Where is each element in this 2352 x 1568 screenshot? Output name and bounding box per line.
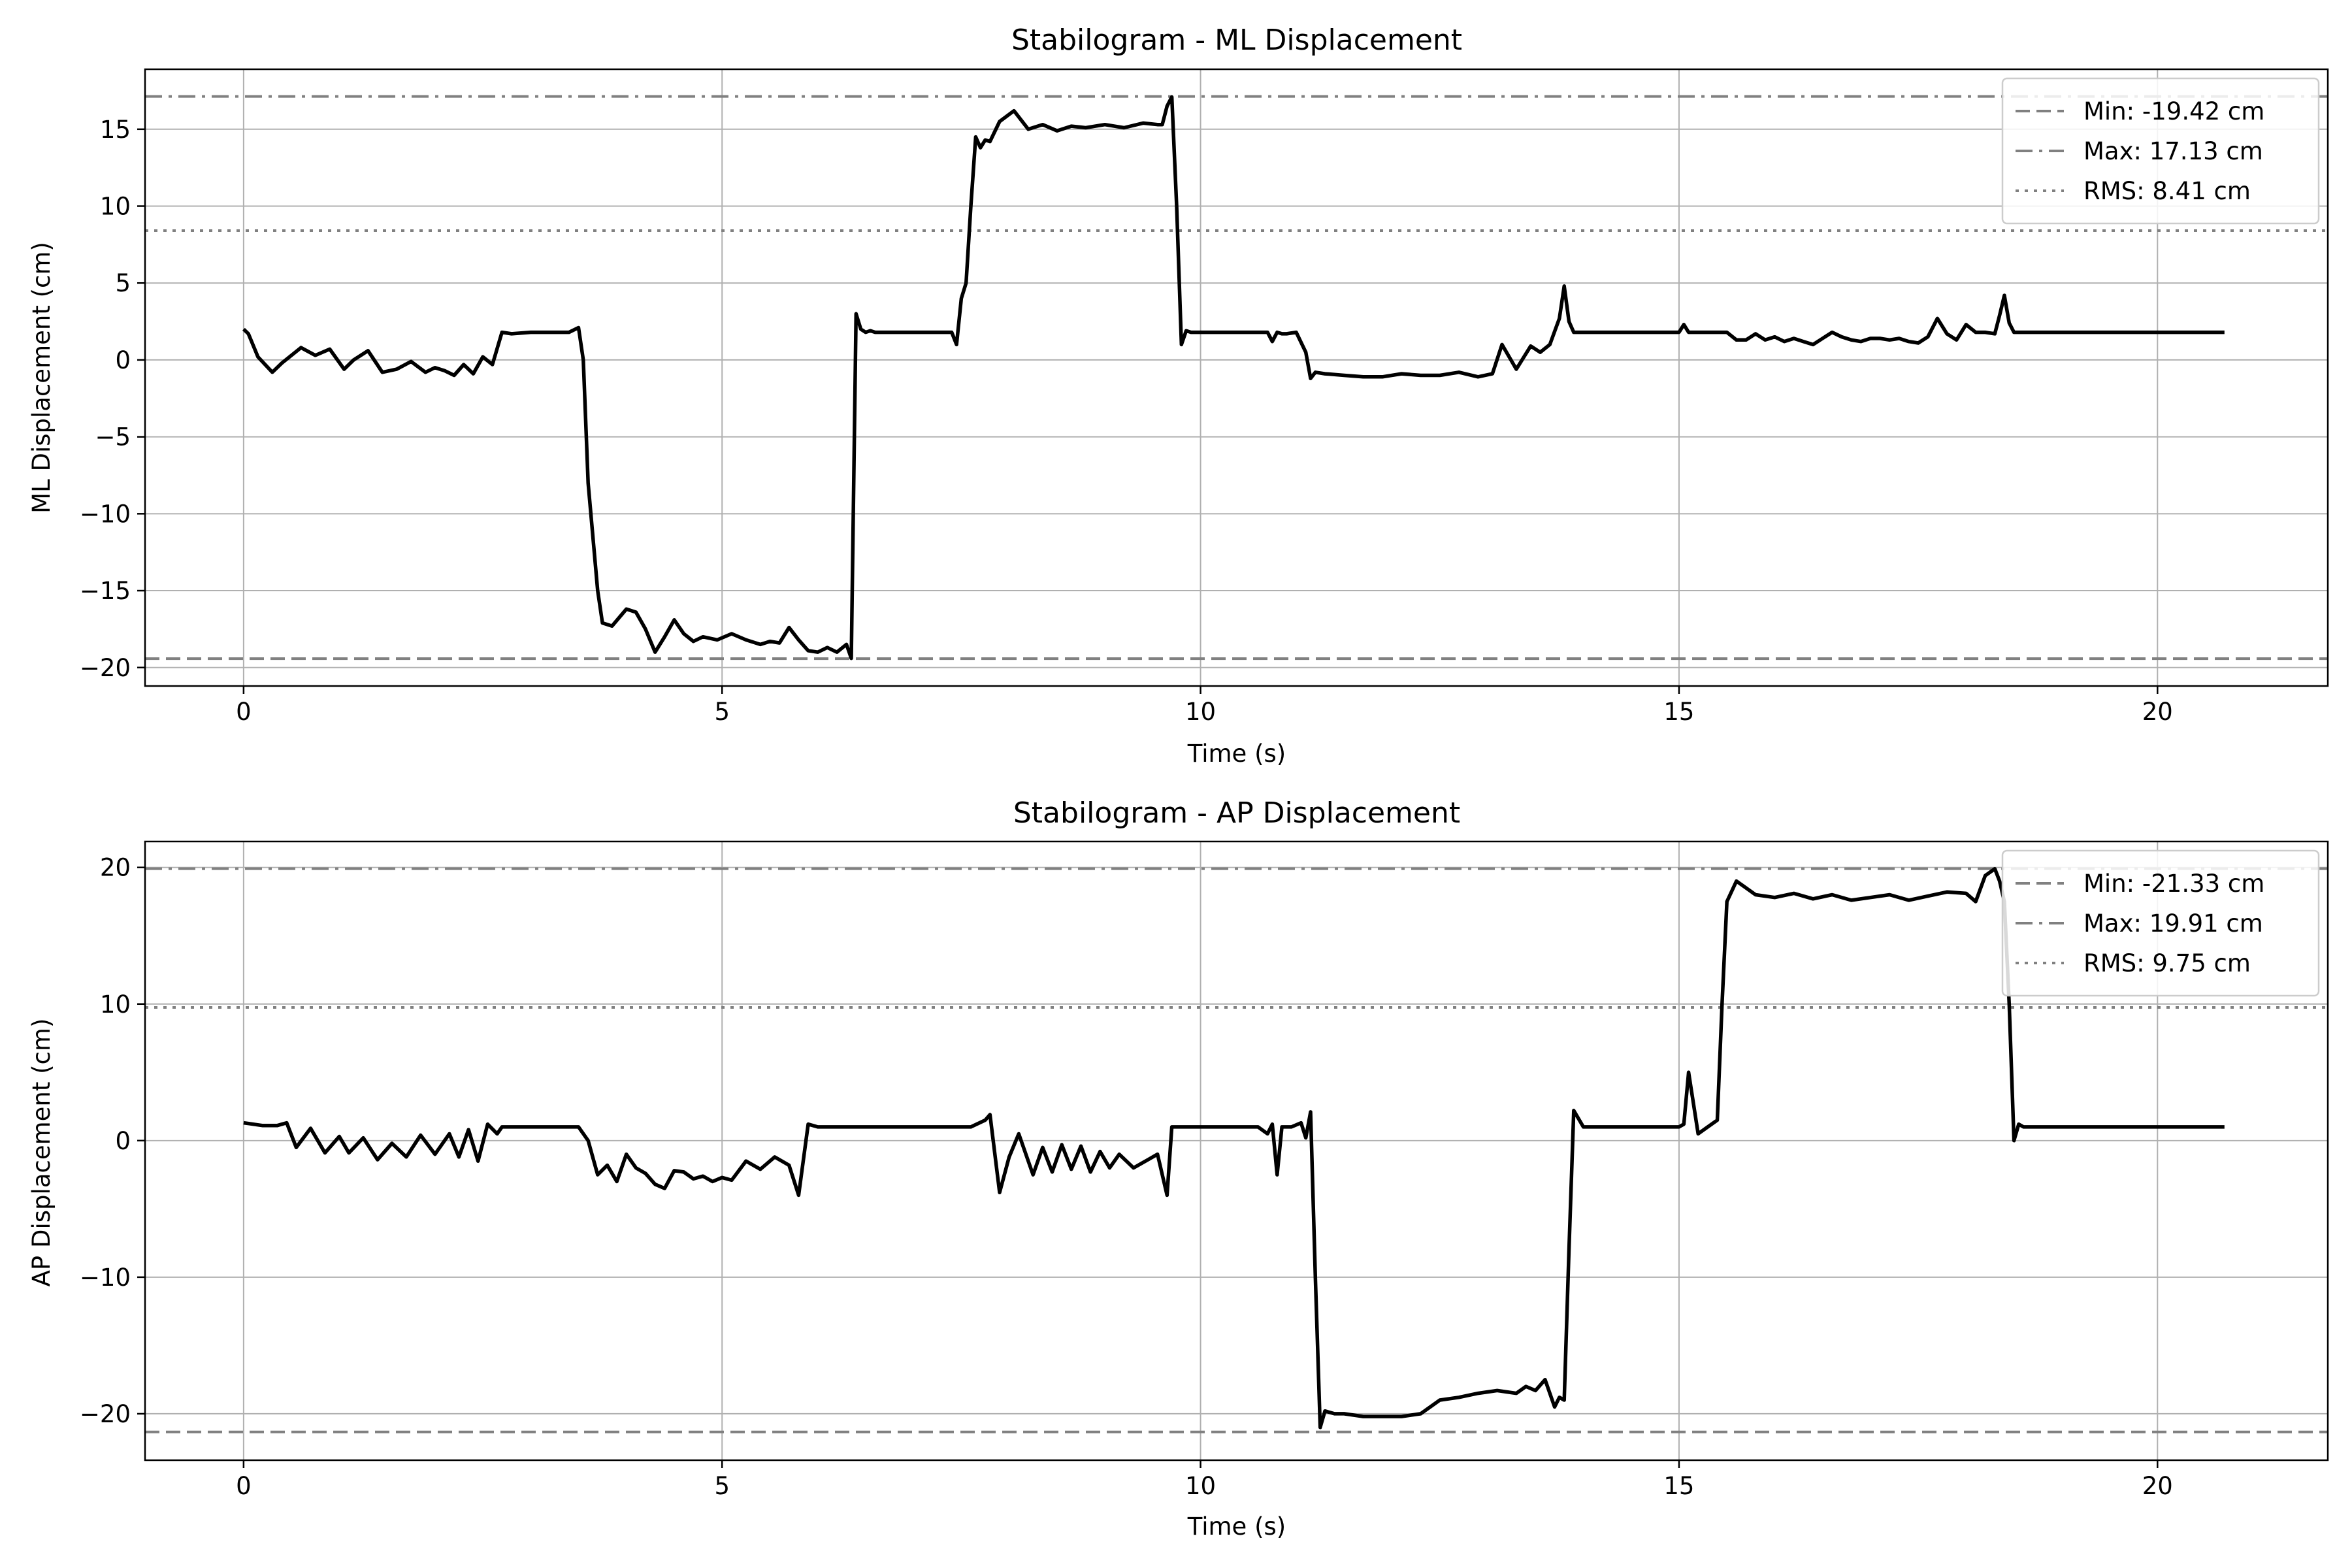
ml-x-tick-label: 15	[1663, 698, 1694, 726]
ap-legend-box	[2001, 849, 2320, 997]
ap-legend: Min: -21.33 cm Max: 19.91 cm RMS: 9.75 cm	[2001, 849, 2320, 997]
ap-chart-title: Stabilogram - AP Displacement	[1013, 796, 1460, 830]
ml-x-tick-label: 10	[1185, 698, 1216, 726]
ap-x-axis-label: Time (s)	[1187, 1512, 1286, 1541]
ap-y-tick-label: 20	[100, 854, 131, 882]
ml-y-tick-label: −10	[80, 500, 131, 528]
ap-x-tick-label: 15	[1663, 1472, 1694, 1500]
ap-y-axis-label: AP Displacement (cm)	[27, 1019, 56, 1287]
ml-y-tick-label: 10	[100, 193, 131, 221]
ml-y-tick-label: −15	[80, 577, 131, 605]
ap-y-tick-label: −10	[80, 1264, 131, 1292]
ml-legend-label: Min: -19.42 cm	[2083, 97, 2264, 125]
ap-legend-label: Min: -21.33 cm	[2083, 870, 2264, 898]
ml-series-line	[242, 95, 2225, 661]
ap-legend-label: Max: 19.91 cm	[2083, 909, 2263, 938]
ml-legend-box	[2001, 77, 2320, 225]
ml-x-tick-label: 20	[2142, 698, 2173, 726]
ml-legend-label: RMS: 8.41 cm	[2083, 177, 2251, 205]
ml-x-axis-label: Time (s)	[1187, 740, 1286, 768]
ap-y-tick-label: −20	[80, 1400, 131, 1428]
ml-y-tick-label: 5	[115, 269, 131, 297]
ap-displacement-panel: Stabilogram - AP Displacement Time (s) A…	[27, 796, 2329, 1541]
ap-y-tick-label: 10	[100, 990, 131, 1019]
ml-grid	[145, 69, 2328, 686]
ap-x-tick-label: 10	[1185, 1472, 1216, 1500]
ap-grid	[145, 841, 2328, 1460]
ml-y-tick-label: −20	[80, 654, 131, 682]
ml-displacement-panel: Stabilogram - ML Displacement Time (s) M…	[27, 24, 2329, 768]
ap-x-tick-label: 20	[2142, 1472, 2173, 1500]
ml-legend: Min: -19.42 cm Max: 17.13 cm RMS: 8.41 cm	[2001, 77, 2320, 225]
ap-legend-label: RMS: 9.75 cm	[2083, 949, 2251, 977]
ap-axes-frame	[144, 840, 2329, 1462]
ml-y-axis-label: ML Displacement (cm)	[27, 242, 56, 514]
ml-axes-frame	[144, 68, 2329, 687]
ml-chart-title: Stabilogram - ML Displacement	[1011, 24, 1462, 57]
ap-series-line	[243, 867, 2225, 1429]
ml-y-tick-label: 0	[115, 346, 131, 374]
ap-y-tick-label: 0	[115, 1127, 131, 1155]
ml-legend-label: Max: 17.13 cm	[2083, 137, 2263, 165]
ap-x-tick-label: 0	[236, 1472, 252, 1500]
ml-x-tick-label: 0	[236, 698, 252, 726]
ml-y-tick-label: 15	[100, 116, 131, 144]
ml-x-tick-label: 5	[714, 698, 730, 726]
ml-y-tick-label: −5	[95, 423, 131, 451]
ap-x-tick-label: 5	[714, 1472, 730, 1500]
